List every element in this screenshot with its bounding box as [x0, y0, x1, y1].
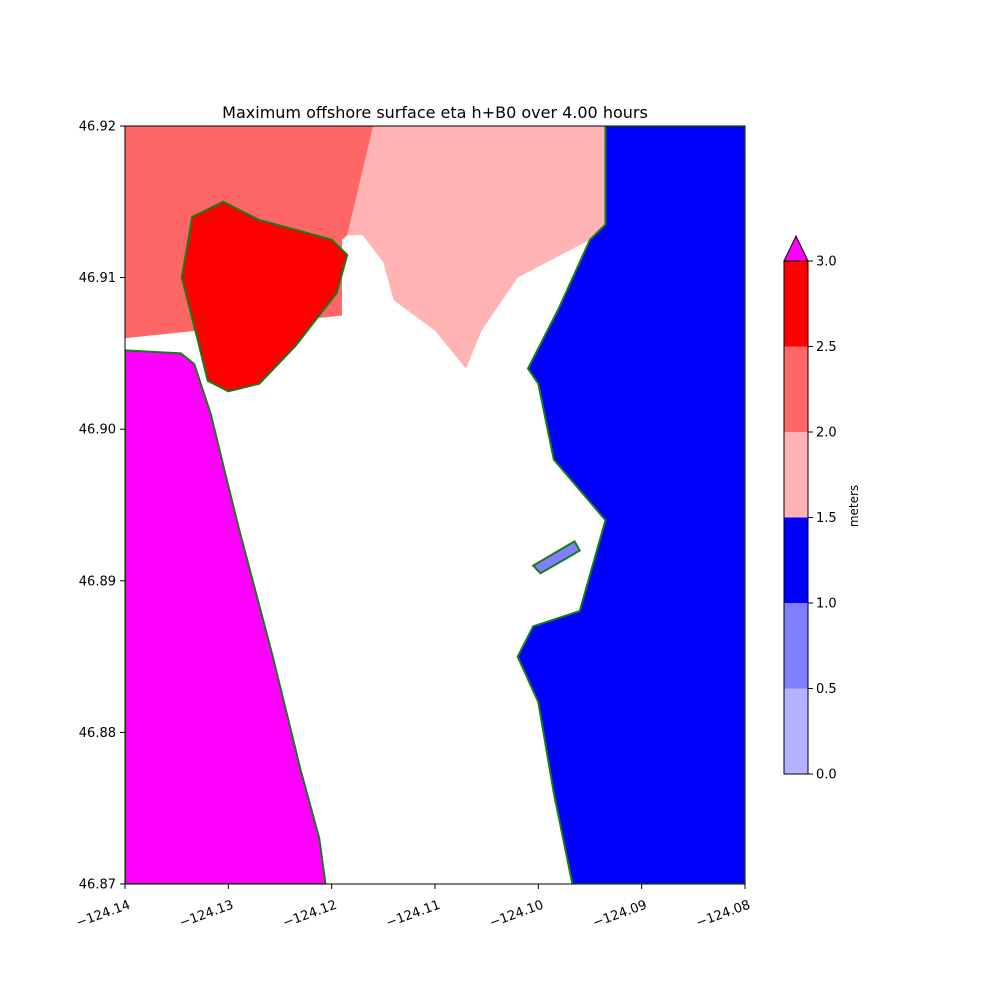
coastline-inner-bay-1-0-1-5-m: [516, 126, 745, 884]
chart-title: Maximum offshore surface eta h+B0 over 4…: [222, 103, 648, 122]
colorbar-tick-label: 1.5: [816, 511, 837, 526]
y-axis: 46.87 46.88 46.89 46.90 46.91 46.92: [79, 120, 125, 893]
y-tick-label: 46.90: [79, 423, 116, 438]
x-tick-label: −124.09: [591, 898, 649, 931]
region-north-shore-1-5-2-0-m: [347, 126, 606, 369]
colorbar-segment: [784, 688, 808, 774]
coastline-channel-patch-0-5-1-0-m: [531, 540, 582, 575]
y-tick-label: 46.92: [79, 120, 116, 135]
y-tick-label: 46.87: [79, 878, 116, 893]
plot-area: [124, 125, 746, 885]
colorbar-segment: [784, 603, 808, 689]
y-tick-label: 46.91: [79, 271, 116, 286]
colorbar-label: meters: [847, 485, 861, 527]
colorbar-tick-label: 0.0: [816, 768, 837, 783]
coastline-peak-zone-2-5-m: [180, 200, 349, 393]
x-tick-label: −124.10: [488, 898, 546, 931]
x-tick-label: −124.08: [694, 898, 752, 931]
colorbar: 0.0 0.5 1.0 1.5 2.0 2.5 3.0 meters: [783, 234, 861, 783]
colorbar-segment: [784, 346, 808, 432]
colorbar-tick-label: 2.0: [816, 426, 837, 441]
region-inner-bay-1-0-1-5-m: [517, 126, 745, 884]
region-peak-zone-2-5-m: [181, 201, 348, 392]
x-axis: −124.14 −124.13 −124.12 −124.11 −124.10 −124.…: [74, 884, 752, 931]
colorbar-tick-label: 0.5: [816, 682, 837, 697]
x-tick-label: −124.13: [178, 898, 236, 931]
coastline-open-coast-3-0-m: [125, 349, 327, 884]
colorbar-tick-label: 2.5: [816, 340, 837, 355]
y-tick-label: 46.88: [79, 726, 116, 741]
y-tick-label: 46.89: [79, 574, 116, 589]
x-tick-label: −124.12: [281, 898, 339, 931]
colorbar-tick-label: 1.0: [816, 597, 837, 612]
colorbar-segment: [784, 432, 808, 518]
x-tick-label: −124.14: [74, 898, 132, 931]
colorbar-tick-label: 3.0: [816, 255, 837, 270]
x-tick-label: −124.11: [384, 898, 442, 931]
colorbar-extend-triangle: [783, 234, 809, 262]
colorbar-segment: [784, 261, 808, 347]
region-channel-patch-0-5-1-0-m: [533, 541, 580, 574]
region-open-coast-3-0-m: [125, 350, 326, 884]
colorbar-segment: [784, 517, 808, 603]
